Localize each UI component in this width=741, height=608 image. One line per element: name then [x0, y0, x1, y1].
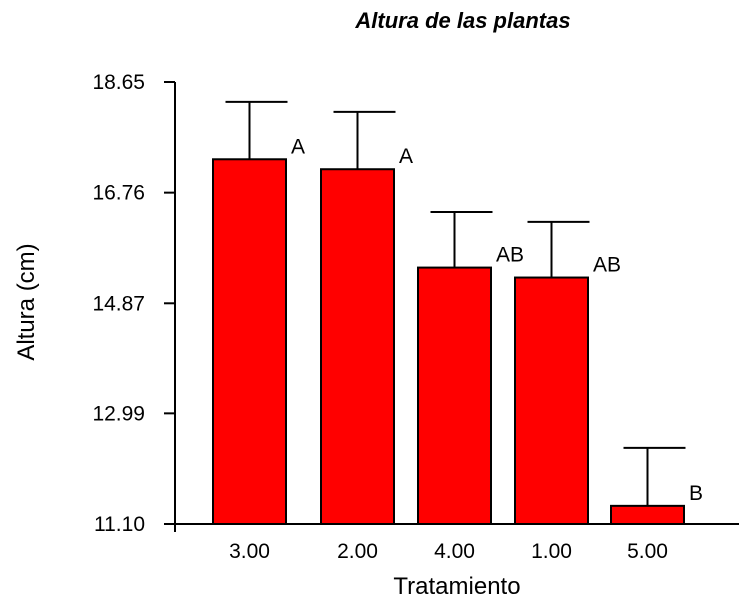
significance-label: AB — [593, 254, 621, 277]
y-tick-label: 11.10 — [94, 513, 145, 536]
x-tick-label: 1.00 — [531, 540, 572, 563]
x-tick-label: 3.00 — [229, 540, 270, 563]
bar — [514, 276, 589, 526]
significance-label: B — [689, 482, 703, 505]
bar — [212, 158, 287, 525]
y-tick-label: 12.99 — [92, 402, 145, 425]
bar — [610, 504, 685, 525]
y-axis-label: Altura (cm) — [13, 243, 40, 360]
x-tick-label: 2.00 — [337, 540, 378, 563]
x-tick-label: 5.00 — [627, 540, 668, 563]
y-tick-label: 18.65 — [92, 71, 145, 94]
y-tick-label: 14.87 — [92, 292, 145, 315]
x-axis-label: Tratamiento — [393, 573, 520, 600]
bar — [320, 168, 395, 526]
significance-label: A — [399, 145, 413, 168]
significance-label: AB — [496, 244, 524, 267]
significance-label: A — [291, 135, 305, 158]
bar — [417, 266, 492, 525]
chart-title: Altura de las plantas — [354, 8, 570, 33]
x-tick-label: 4.00 — [434, 540, 475, 563]
y-tick-label: 16.76 — [92, 182, 145, 205]
